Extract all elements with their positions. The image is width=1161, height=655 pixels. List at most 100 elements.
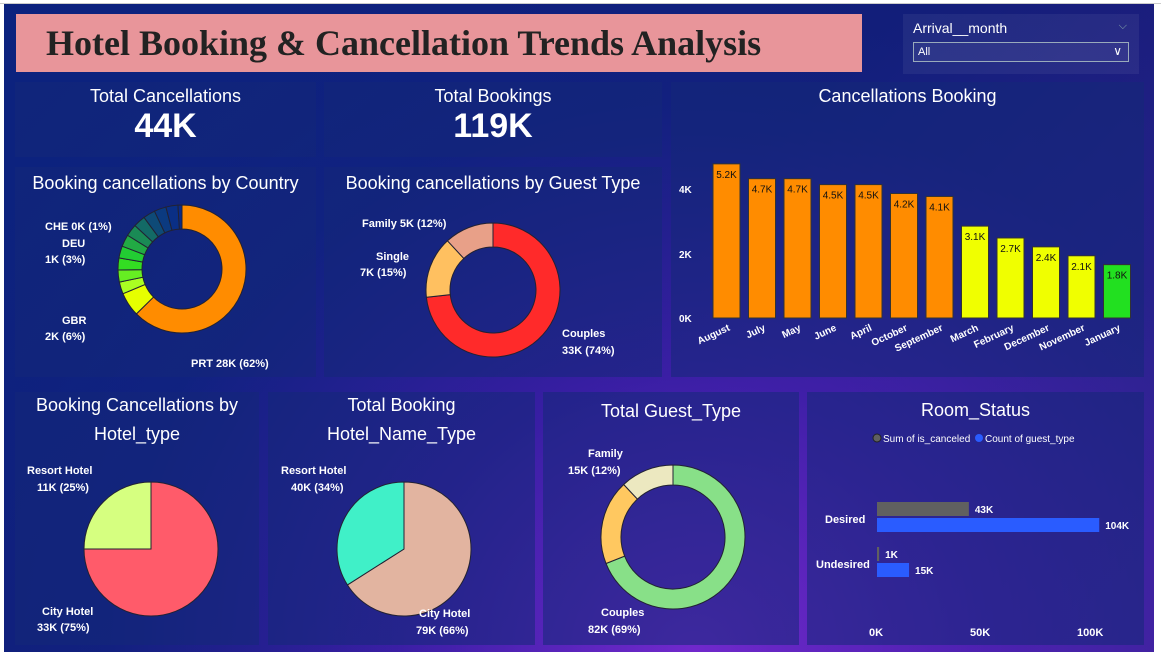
slicer-selected-value: All [918,46,931,58]
x-tick-august: August [696,322,732,347]
room-bar-undesired-0[interactable] [877,547,880,561]
room-bar-desired-0[interactable] [877,502,969,516]
bar-october[interactable] [890,193,918,319]
bar-label-april: 4.5K [858,191,879,202]
bar-september[interactable] [925,195,954,319]
x-tick-june: June [812,323,838,343]
country-slice-0[interactable] [135,204,247,334]
bar-label-september: 4.1K [929,202,950,213]
guest-label-single-name: Single [376,251,409,263]
total-guest-slice-1[interactable] [600,483,639,565]
bar-january[interactable] [1103,264,1131,319]
room-bar-desired-1[interactable] [877,518,1100,532]
dashboard-canvas: Hotel Booking & Cancellation Trends Anal… [4,4,1154,652]
guest-label-couples-name: Couples [562,328,605,340]
country-label-gbr-name: GBR [62,315,87,327]
hotel-type-pie-card: Booking Cancellations by Hotel_type Reso… [15,392,259,645]
legend-swatch-sum-canceled [872,433,882,443]
guest-type-donut-card: Booking cancellations by Guest Type Fami… [324,167,662,377]
guest-type-chart-title: Booking cancellations by Guest Type [345,173,641,193]
hotel-name-slice-1[interactable] [336,481,405,586]
cancellations-booking-card: Cancellations Booking 4K 2K 0K 5.2K Augus… [671,82,1144,377]
hotel-type-slice-0[interactable] [83,481,219,617]
guest-type-slice-2[interactable] [446,222,494,260]
hotel-type-label-resort-value: 11K (25%) [37,482,89,494]
kpi-card-cancellations: Total Cancellations 44K [15,82,316,157]
hotel-name-title-line2: Hotel_Name_Type [326,424,477,444]
hotel-name-pie-card: Total Booking Hotel_Name_Type Resort Hot… [268,392,535,645]
hotel-name-label-resort-name: Resort Hotel [281,465,346,477]
total-guest-label-couples-name: Couples [601,607,644,619]
y-tick-2k: 2K [679,250,693,261]
kpi-card-bookings: Total Bookings 119K [324,82,662,157]
bar-november[interactable] [1067,255,1096,319]
country-chart-title: Booking cancellations by Country [32,173,299,193]
bar-december[interactable] [1032,246,1060,319]
hotel-name-slice-0[interactable] [346,481,472,617]
room-bar-label-undesired-0: 1K [885,550,899,561]
bar-february[interactable] [996,237,1025,319]
total-guest-label-family-name: Family [588,448,624,460]
bar-label-july: 4.7K [752,185,773,196]
hotel-type-slice-1[interactable] [83,481,152,550]
top-strip [0,0,1161,4]
bar-may[interactable] [783,178,812,319]
hotel-name-pie-chart: Resort Hotel 40K (34%) City Hotel 79K (6… [281,465,472,637]
bar-july[interactable] [748,178,776,319]
x-tick-january: January [1083,323,1123,349]
bar-april[interactable] [854,184,883,319]
bar-label-august: 5.2K [716,170,737,181]
room-x-tick-50k: 50K [970,627,990,639]
slicer-dropdown[interactable]: All ∨ [913,42,1129,62]
country-label-deu-value: 1K (3%) [45,254,86,266]
room-status-card: Room_Status Sum of is_canceled Count of … [807,392,1144,645]
hotel-name-label-city-name: City Hotel [419,608,470,620]
guest-type-slice-0[interactable] [425,222,561,358]
legend-label-count-guest: Count of guest_type [985,434,1075,445]
total-guest-slice-0[interactable] [605,464,746,610]
bar-label-january: 1.8K [1107,271,1128,282]
hotel-type-label-city-value: 33K (75%) [37,622,90,634]
bar-august[interactable] [712,163,741,319]
bar-june[interactable] [819,184,847,319]
country-donut-chart: CHE 0K (1%) DEU 1K (3%) GBR 2K (6%) PRT … [45,204,269,370]
guest-label-single-value: 7K (15%) [360,267,407,279]
slicer-label: Arrival__month [913,20,1008,36]
bar-label-december: 2.4K [1036,253,1057,264]
country-donut-card: Booking cancellations by Country CHE 0K … [15,167,316,377]
legend-swatch-count-guest [975,434,983,442]
country-label-deu-name: DEU [62,238,85,250]
kpi-label-cancellations: Total Cancellations [89,86,242,106]
total-guest-slice-2[interactable] [623,464,674,500]
room-status-title: Room_Status [920,400,1031,420]
hotel-type-label-city-name: City Hotel [42,606,93,618]
bar-label-november: 2.1K [1071,262,1092,273]
room-x-tick-100k: 100K [1077,627,1103,639]
arrival-month-slicer[interactable]: Arrival__month ⌵ All ∨ [903,14,1139,74]
hotel-type-title-line1: Booking Cancellations by [35,395,239,415]
guest-type-donut-chart: Family 5K (12%) Single 7K (15%) Couples … [360,218,615,358]
total-guest-donut-chart: Family 15K (12%) Couples 82K (69%) [568,448,746,636]
chevron-down-icon[interactable]: ∨ [1113,44,1122,58]
y-tick-4k: 4K [679,185,693,196]
dashboard-title-box: Hotel Booking & Cancellation Trends Anal… [16,14,862,72]
country-slice-12[interactable] [177,204,183,230]
hotel-name-title-line1: Total Booking [347,395,456,415]
total-guest-donut-card: Total Guest_Type Family 15K (12%) Couple… [543,392,799,645]
room-bar-undesired-1[interactable] [877,563,910,577]
hotel-type-pie-chart: Resort Hotel 11K (25%) City Hotel 33K (7… [27,465,219,634]
room-row-label-desired: Desired [825,514,865,526]
bar-label-march: 3.1K [965,232,986,243]
room-bar-label-desired-1: 104K [1105,521,1130,532]
country-label-prt: PRT 28K (62%) [191,358,269,370]
kpi-label-bookings: Total Bookings [434,86,552,106]
hotel-type-label-resort-name: Resort Hotel [27,465,92,477]
dashboard-title: Hotel Booking & Cancellation Trends Anal… [46,23,762,63]
slicer-collapse-icon[interactable]: ⌵ [1118,20,1127,32]
bar-march[interactable] [961,225,989,319]
room-status-bar-chart: Sum of is_canceled Count of guest_type D… [816,433,1130,639]
x-tick-may: May [780,323,803,341]
room-row-label-undesired: Undesired [816,559,870,571]
kpi-value-cancellations: 44K [134,107,197,145]
bar-label-february: 2.7K [1000,244,1021,255]
